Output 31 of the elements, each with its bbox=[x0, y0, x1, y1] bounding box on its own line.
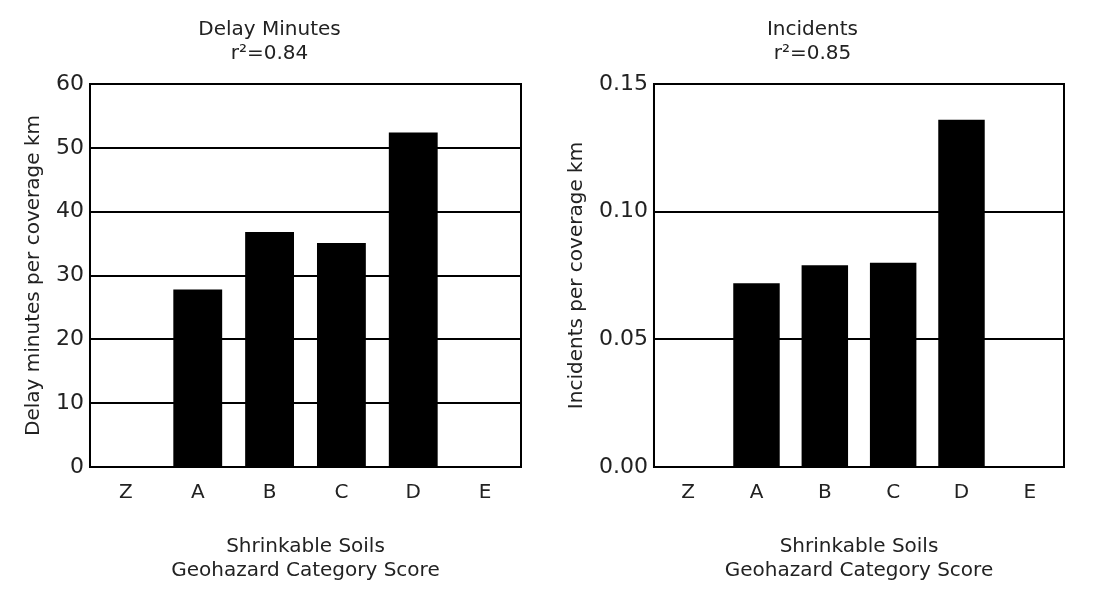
chart-title: Incidents bbox=[766, 16, 859, 41]
x-axis-title: Shrinkable Soils Geohazard Category Score bbox=[171, 533, 440, 582]
y-tick-label: 40 bbox=[55, 197, 84, 223]
x-tick-label: A bbox=[749, 479, 764, 504]
x-tick-label: Z bbox=[681, 479, 695, 504]
y-tick-label: 0.15 bbox=[599, 69, 648, 95]
x-tick-label: E bbox=[1023, 479, 1037, 504]
x-tick-label: B bbox=[262, 479, 277, 504]
chart-title: Delay Minutes bbox=[198, 16, 341, 41]
chart-subtitle: r²=0.84 bbox=[230, 40, 309, 65]
y-tick-label: 60 bbox=[55, 69, 84, 95]
y-tick-label: 0.10 bbox=[599, 197, 648, 223]
y-tick-label: 50 bbox=[55, 133, 84, 159]
y-tick-label: 0 bbox=[69, 452, 84, 478]
y-axis-title: Delay minutes per coverage km bbox=[20, 115, 45, 436]
x-tick-label: C bbox=[334, 479, 349, 504]
x-tick-label: D bbox=[405, 479, 421, 504]
x-tick-label: E bbox=[478, 479, 492, 504]
x-tick-label: D bbox=[953, 479, 970, 504]
y-axis-title: Incidents per coverage km bbox=[563, 141, 588, 410]
x-tick-label: C bbox=[886, 479, 901, 504]
x-tick-label: A bbox=[190, 479, 205, 504]
y-tick-label: 30 bbox=[55, 261, 84, 287]
x-tick-label: B bbox=[817, 479, 832, 504]
y-tick-label: 20 bbox=[55, 325, 84, 351]
chart-subtitle: r²=0.85 bbox=[773, 40, 852, 65]
x-axis-title: Shrinkable Soils Geohazard Category Score bbox=[724, 533, 994, 582]
x-tick-label: Z bbox=[119, 479, 133, 504]
y-tick-label: 0.05 bbox=[599, 325, 648, 351]
y-tick-label: 10 bbox=[55, 388, 84, 414]
y-tick-label: 0.00 bbox=[599, 452, 648, 478]
